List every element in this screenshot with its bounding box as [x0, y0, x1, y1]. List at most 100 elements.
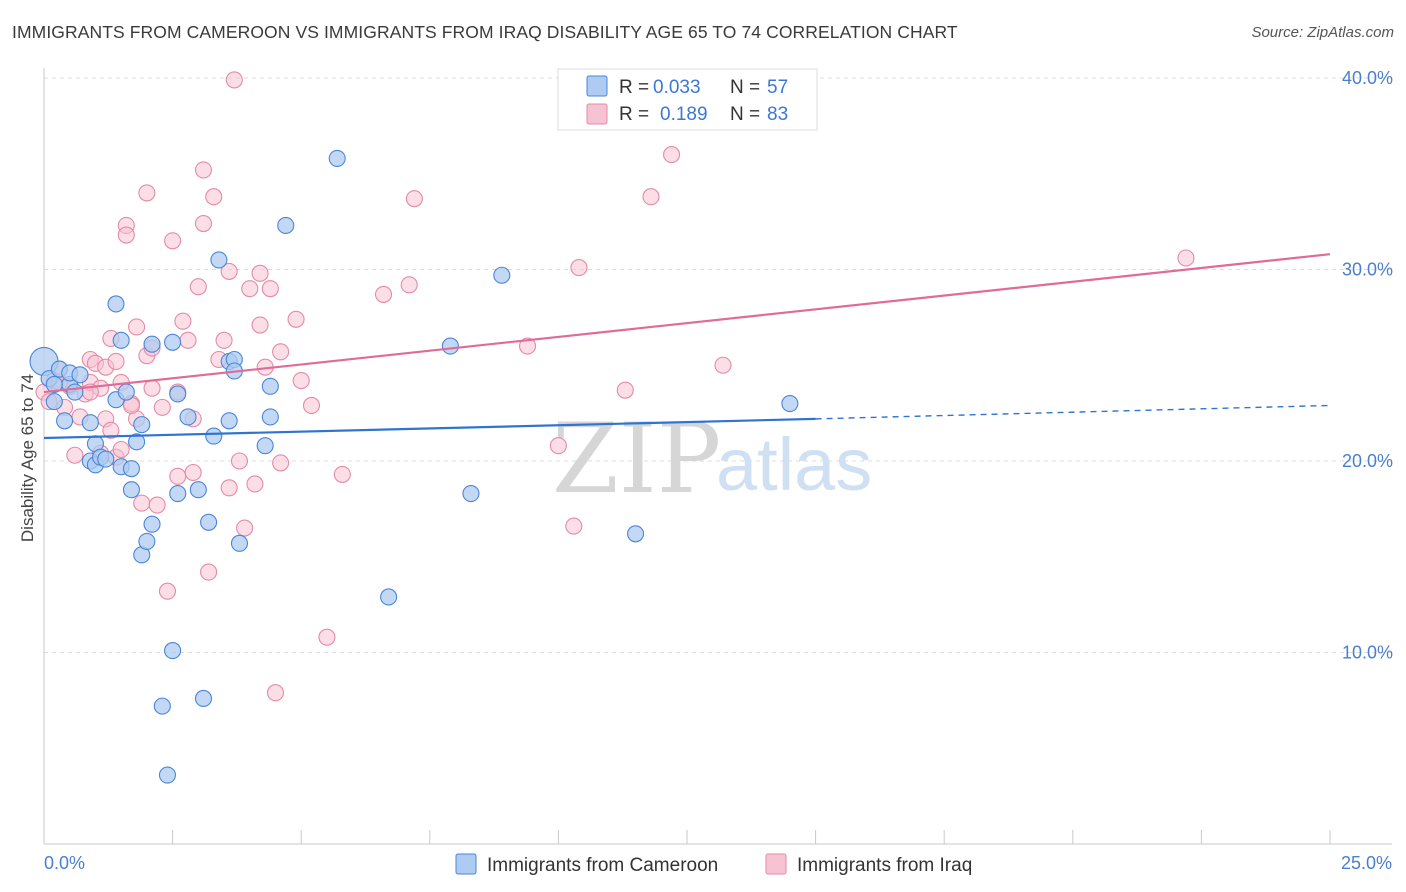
watermark-atlas: atlas: [716, 423, 872, 506]
cameroon-point-8: [81, 414, 99, 432]
cameroon-point-35: [194, 689, 213, 708]
iraq-point-58: [266, 684, 285, 702]
iraq-point-31: [148, 496, 166, 514]
cameroon-point-48: [328, 149, 346, 167]
legend-n-label-2: N =: [730, 104, 760, 125]
iraq-point-66: [374, 285, 393, 303]
cameroon-point-31: [169, 485, 187, 503]
cameroon-point-19: [122, 460, 140, 478]
cameroon-point-52: [493, 266, 511, 284]
iraq-point-73: [616, 381, 634, 399]
cameroon-point-30: [164, 333, 182, 351]
cameroon-point-34: [189, 481, 207, 499]
correlation-legend: R = 0.033 N = 57 R = 0.189 N = 83: [557, 68, 818, 131]
iraq-point-60: [272, 454, 290, 472]
iraq-point-59: [272, 343, 290, 361]
iraq-point-54: [251, 264, 269, 282]
cameroon-point-40: [220, 412, 238, 430]
cameroon-point-47: [277, 216, 295, 235]
iraq-point-78: [107, 352, 125, 370]
watermark-zip: ZIP: [552, 403, 721, 515]
legend-n-value-2: 83: [767, 104, 788, 125]
iraq-point-43: [200, 563, 218, 581]
iraq-point-44: [205, 188, 223, 206]
series-iraq-points: [35, 71, 1195, 702]
iraq-point-38: [179, 331, 197, 349]
iraq-point-36: [169, 467, 187, 485]
cameroon-point-55: [45, 375, 63, 393]
y-tick-label-20: 20.0%: [1342, 451, 1393, 471]
cameroon-point-44: [256, 437, 274, 455]
iraq-point-65: [333, 465, 351, 483]
cameroon-point-37: [205, 427, 223, 445]
series-legend-label-iraq: Immigrants from Iraq: [797, 855, 972, 876]
iraq-point-72: [570, 259, 588, 277]
chart-title: IMMIGRANTS FROM CAMEROON VS IMMIGRANTS F…: [12, 22, 958, 42]
cameroon-point-38: [210, 251, 228, 269]
trend-line-iraq: [43, 253, 1331, 394]
cameroon-point-7: [66, 383, 84, 401]
source-label: Source: ZipAtlas.com: [1251, 24, 1394, 41]
iraq-point-46: [215, 331, 233, 349]
iraq-point-52: [241, 280, 259, 298]
cameroon-point-51: [462, 485, 480, 503]
cameroon-point-21: [128, 433, 146, 451]
iraq-point-25: [128, 318, 146, 336]
cameroon-point-28: [158, 766, 177, 784]
cameroon-point-50: [441, 337, 459, 355]
trend-line-cameroon: [43, 417, 816, 440]
iraq-point-74: [642, 188, 660, 206]
cameroon-point-20: [122, 481, 140, 499]
iraq-point-49: [225, 71, 243, 89]
cameroon-point-33: [179, 408, 197, 426]
x-tick-label-min: 0.0%: [44, 853, 85, 873]
legend-swatch-cameroon: [586, 75, 608, 97]
iraq-point-48: [220, 479, 238, 497]
iraq-point-34: [164, 232, 182, 250]
iraq-point-67: [400, 276, 418, 294]
y-tick-label-30: 30.0%: [1342, 260, 1393, 280]
iraq-point-22: [117, 226, 135, 244]
cameroon-point-54: [781, 394, 799, 413]
x-ticks: [43, 830, 1331, 844]
cameroon-point-29: [164, 642, 182, 660]
iraq-point-76: [714, 356, 732, 374]
cameroon-point-2: [45, 393, 63, 411]
iraq-point-77: [1177, 249, 1195, 267]
iraq-point-41: [194, 161, 213, 179]
cameroon-point-45: [261, 408, 279, 426]
cameroon-point-43: [230, 534, 249, 552]
axes: [43, 68, 1392, 845]
iraq-point-19: [112, 440, 130, 459]
iraq-point-68: [405, 190, 423, 208]
legend-r-label-1: R =: [619, 77, 649, 98]
cameroon-point-25: [143, 515, 161, 533]
iraq-point-63: [302, 396, 321, 415]
iraq-point-26: [133, 494, 151, 512]
cameroon-point-26: [143, 335, 161, 353]
legend-r-label-2: R =: [619, 104, 649, 125]
iraq-point-27: [138, 184, 156, 202]
iraq-point-61: [287, 310, 305, 328]
iraq-point-30: [143, 379, 161, 397]
iraq-point-33: [158, 582, 177, 600]
iraq-point-75: [663, 146, 681, 164]
iraq-point-57: [261, 280, 279, 298]
cameroon-point-4: [56, 412, 74, 430]
cameroon-point-18: [117, 383, 135, 401]
cameroon-point-24: [138, 532, 156, 550]
iraq-point-42: [194, 214, 213, 233]
cameroon-point-23: [133, 416, 151, 434]
x-tick-label-max: 25.0%: [1341, 853, 1392, 873]
iraq-point-32: [153, 398, 171, 416]
cameroon-point-46: [261, 377, 279, 395]
iraq-point-69: [518, 337, 537, 355]
legend-n-label-1: N =: [730, 77, 760, 98]
series-legend-swatch-iraq: [765, 853, 787, 875]
cameroon-point-56: [71, 366, 89, 384]
y-tick-label-10: 10.0%: [1342, 643, 1393, 663]
iraq-point-62: [292, 372, 310, 390]
iraq-point-40: [189, 278, 207, 296]
iraq-point-51: [236, 519, 254, 537]
